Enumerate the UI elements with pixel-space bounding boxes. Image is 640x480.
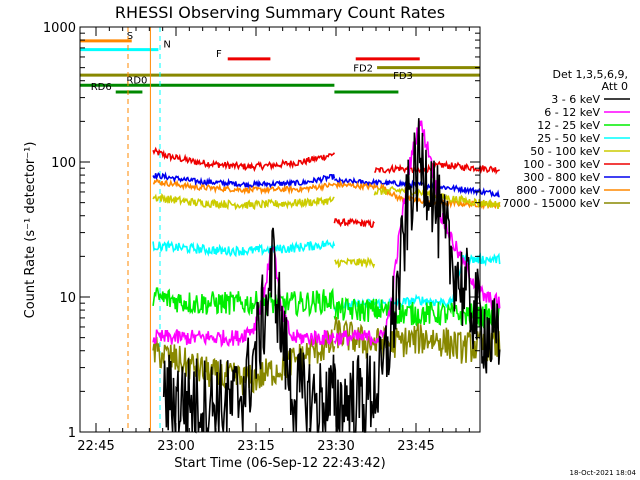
flag-label-rd6: RD6 [91,82,112,93]
flag-bars: S N F FD2 FD3 RD0 RD6 [80,31,480,94]
series-line-25-50-keV [373,252,501,309]
legend-header: Att 0 [602,80,628,93]
legend-label: 50 - 100 keV [530,145,600,158]
series-line-6-12-keV [333,120,501,346]
legend-label: 7000 - 15000 keV [502,197,600,210]
x-tick-label: 22:45 [77,439,114,454]
series-line-100-300-keV [374,160,500,175]
legend-label: 300 - 800 keV [523,171,600,184]
series-line-50-100-keV [152,192,335,211]
series-line-800-7000-keV [153,178,335,195]
y-tick-label: 100 [51,156,76,171]
y-tick-label: 1 [68,426,76,441]
legend-label: 3 - 6 keV [551,93,600,106]
legend-label: 6 - 12 keV [544,106,600,119]
series-line-50-100-keV [334,256,376,269]
flag-label-rd0: RD0 [126,75,147,86]
x-tick-label: 23:15 [237,439,274,454]
series-line-100-300-keV [152,146,336,173]
x-tick-label: 23:00 [157,439,194,454]
flag-label-fd2: FD2 [353,64,373,75]
x-axis-label: Start Time (06-Sep-12 22:43:42) [174,456,385,471]
flag-label-fd3: FD3 [393,71,413,82]
series-line-7000-15000-keV [333,316,501,364]
flag-label-s: S [127,31,133,42]
series-line-300-800-keV [152,171,336,190]
series-line-100-300-keV [333,217,375,229]
legend-header: Det 1,3,5,6,9, [552,68,628,81]
legend-label: 800 - 7000 keV [516,184,600,197]
x-axis-ticks: 22:45 23:00 23:15 23:30 23:45 [77,27,470,454]
x-tick-label: 23:45 [397,439,434,454]
plot-frame [79,26,481,433]
series-line-12-25-keV [152,287,336,318]
x-tick-label: 23:30 [317,439,354,454]
flag-label-n: N [163,40,170,51]
legend-label: 12 - 25 keV [537,119,600,132]
y-tick-label: 10 [59,291,76,306]
chart-title: RHESSI Observing Summary Count Rates [115,3,445,22]
y-axis-ticks: 1 10 100 1000 [43,21,480,441]
flag-label-f: F [216,49,222,60]
series-line-25-50-keV [152,239,336,258]
footer-timestamp: 18-Oct-2021 18:04 [570,469,637,477]
series-line-6-12-keV [152,246,335,348]
series-line-3-6-keV [333,118,501,433]
legend-label: 25 - 50 keV [537,132,600,145]
legend-label: 100 - 300 keV [523,158,600,171]
y-axis-label: Count Rate (s⁻¹ detector⁻¹) [23,142,38,319]
y-tick-label: 1000 [43,21,76,36]
